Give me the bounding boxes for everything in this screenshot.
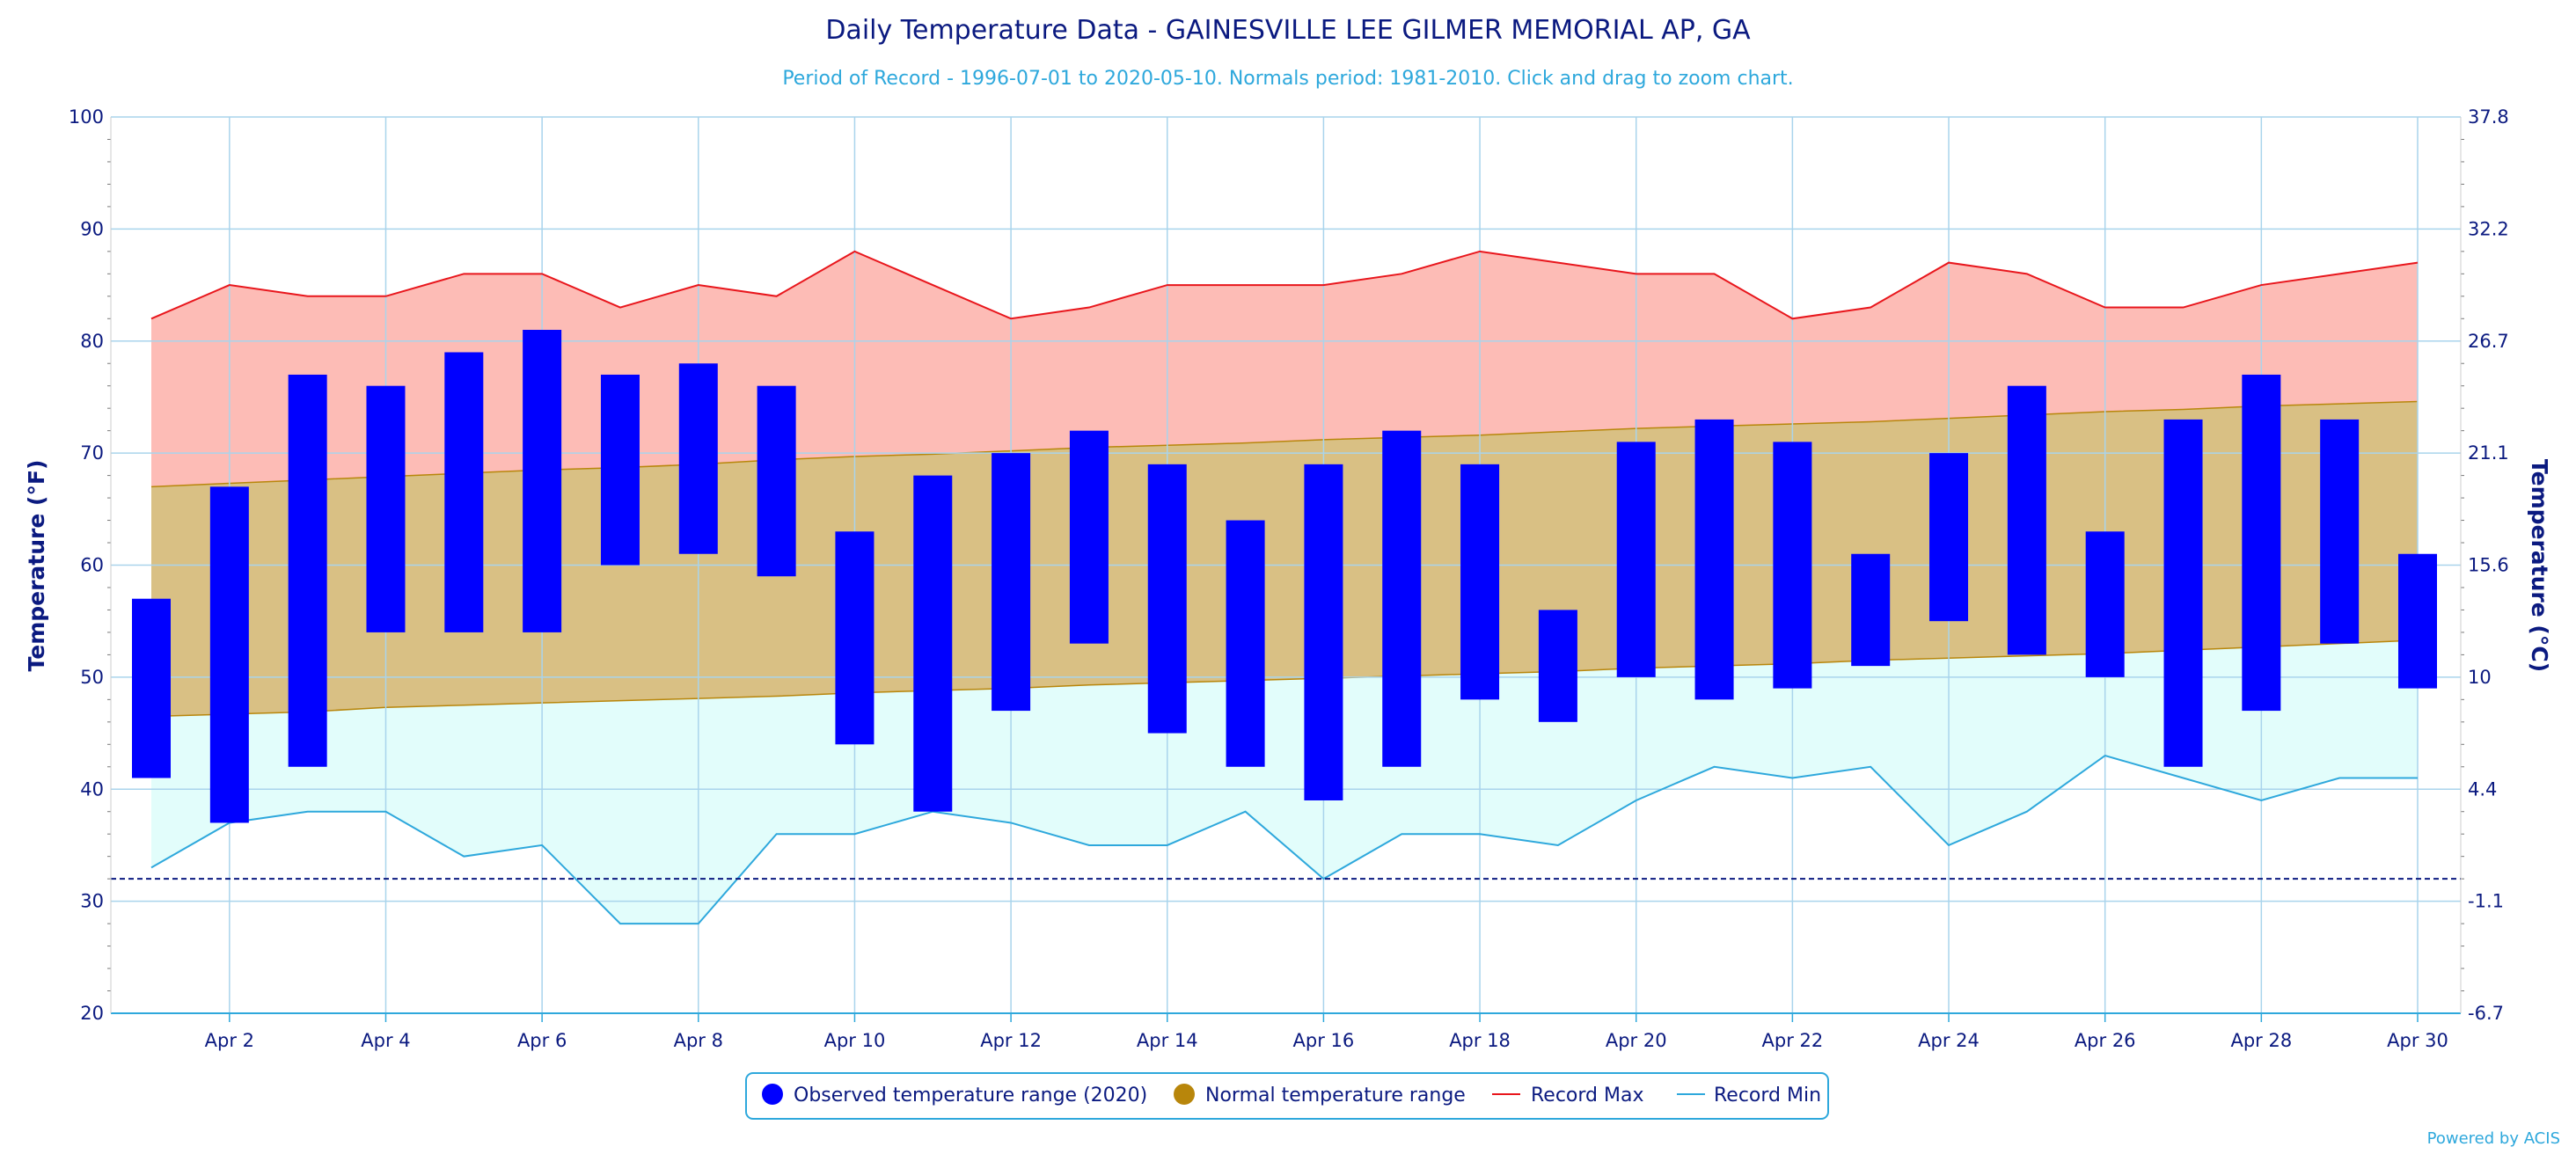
observed-bar[interactable] [1694,419,1734,700]
y-tick-label-left: 70 [80,442,104,464]
x-tick-label: Apr 18 [1449,1030,1511,1051]
record-min-area [151,639,2418,924]
x-tick-label: Apr 8 [674,1030,723,1051]
y-tick-label-left: 60 [80,555,104,576]
x-tick-label: Apr 2 [205,1030,254,1051]
y-tick-label-left: 100 [69,106,104,128]
normal-range-area [151,401,2418,717]
y-tick-label-right: -6.7 [2468,1003,2504,1024]
x-tick-label: Apr 6 [517,1030,567,1051]
x-tick-label: Apr 30 [2387,1030,2448,1051]
observed-bar[interactable] [1773,442,1812,689]
legend-label-record-min: Record Min [1714,1085,1821,1107]
y-tick-label-left: 30 [80,891,104,912]
observed-bar[interactable] [1304,464,1343,800]
observed-bar[interactable] [2398,553,2437,689]
credit-link[interactable]: Powered by ACIS [2427,1129,2560,1148]
chart-title: Daily Temperature Data - GAINESVILLE LEE… [825,15,1751,46]
observed-bar[interactable] [132,598,171,778]
y-tick-label-right: 10 [2468,667,2492,688]
observed-bar[interactable] [2242,374,2281,712]
legend-marker-normal [1174,1084,1195,1105]
legend-label-record-max: Record Max [1531,1085,1644,1107]
y-tick-label-left: 90 [80,218,104,239]
observed-bar[interactable] [678,363,718,554]
observed-bar[interactable] [366,385,406,632]
y-tick-label-left: 20 [80,1003,104,1024]
y-tick-label-right: 21.1 [2468,442,2509,464]
observed-bar[interactable] [1616,442,1656,677]
y-tick-label-right: 32.2 [2468,218,2509,239]
observed-bar[interactable] [757,385,796,577]
observed-bar[interactable] [523,330,562,632]
x-tick-label: Apr 24 [1918,1030,1980,1051]
x-tick-label: Apr 10 [824,1030,886,1051]
normal-low-edge [150,639,2419,718]
observed-bar[interactable] [2007,385,2046,655]
observed-bar[interactable] [2320,419,2360,644]
y-tick-label-left: 80 [80,331,104,352]
record-max-line [150,250,2419,320]
y-tick-label-right: 4.4 [2468,778,2497,800]
x-tick-label: Apr 16 [1293,1030,1355,1051]
y-tick-label-right: -1.1 [2468,891,2504,912]
observed-bar[interactable] [835,531,875,745]
area-fills [150,251,2419,924]
y-tick-label-left: 40 [80,778,104,800]
observed-bar[interactable] [1226,520,1265,767]
x-tick-label: Apr 12 [980,1030,1042,1051]
y-tick-label-right: 37.8 [2468,106,2509,128]
observed-bar[interactable] [1069,430,1109,644]
x-tick-label: Apr 14 [1137,1030,1198,1051]
legend-item-record-max[interactable]: Record Max [1492,1085,1644,1107]
observed-bar[interactable] [992,453,1031,712]
observed-bar[interactable] [2085,531,2125,677]
y-tick-label-left: 50 [80,667,104,688]
legend-box [745,1072,1829,1120]
x-tick-label: Apr 26 [2075,1030,2136,1051]
observed-bar[interactable] [2163,419,2203,767]
x-tick-label: Apr 20 [1606,1030,1667,1051]
legend-item-observed[interactable]: Observed temperature range (2020) [762,1084,1147,1107]
observed-bar[interactable] [1538,610,1577,722]
y-tick-label-right: 26.7 [2468,331,2509,352]
x-tick-label: Apr 4 [361,1030,410,1051]
legend-item-record-min[interactable]: Record Min [1677,1085,1821,1107]
x-tick-label: Apr 22 [1762,1030,1824,1051]
observed-bar[interactable] [1460,464,1500,700]
observed-bar[interactable] [1147,464,1187,734]
observed-bar[interactable] [444,352,484,632]
x-tick-label: Apr 28 [2230,1030,2292,1051]
observed-bar[interactable] [209,486,249,823]
chart-subtitle: Period of Record - 1996-07-01 to 2020-05… [782,68,1793,90]
observed-bar[interactable] [913,475,953,812]
observed-bar[interactable] [1382,430,1422,767]
axes: 20 30 40 50 60 70 80 90 100 -6.7 -1.1 4.4 10 15.6 21.1… [69,106,2509,1051]
observed-bar[interactable] [1851,553,1891,667]
observed-bar[interactable] [600,374,640,566]
observed-bar[interactable] [288,374,327,767]
legend-label-normal: Normal temperature range [1205,1085,1466,1107]
y-axis-title-right: Temperature (°C) [2527,459,2552,672]
legend-marker-observed [762,1084,783,1105]
y-tick-label-right: 15.6 [2468,555,2509,576]
legend-item-normal[interactable]: Normal temperature range [1174,1084,1466,1107]
y-axis-title-left: Temperature (°F) [24,460,49,672]
observed-bars [132,330,2437,823]
observed-bar[interactable] [1929,453,1969,622]
record-lines [111,250,2461,925]
legend-label-observed: Observed temperature range (2020) [794,1085,1147,1107]
legend: Observed temperature range (2020) Normal… [745,1072,1829,1120]
record-min-line [150,754,2418,925]
